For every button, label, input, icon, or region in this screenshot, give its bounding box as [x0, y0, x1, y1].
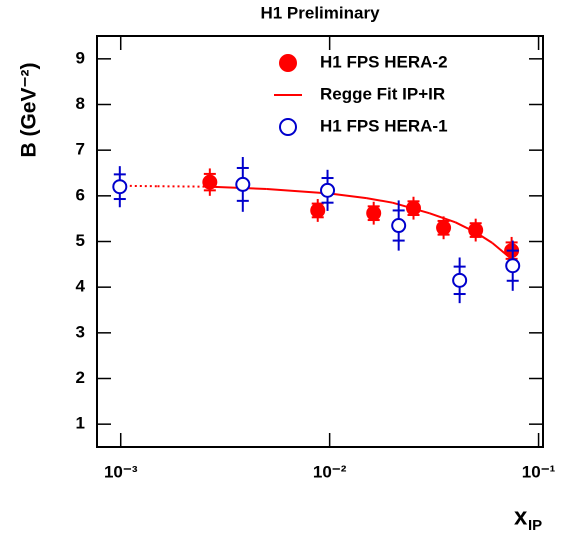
y-tick-label: 2 [76, 368, 85, 387]
y-axis-label: B (GeV⁻²) [18, 62, 41, 157]
data-point [320, 182, 336, 198]
y-tick-label: 3 [76, 322, 85, 341]
data-point [366, 205, 382, 221]
fit-segment [366, 197, 393, 204]
chart-title: H1 Preliminary [260, 3, 380, 22]
fit-segment [475, 231, 493, 244]
legend-swatch [279, 54, 297, 72]
legend-label: H1 FPS HERA-2 [320, 52, 448, 71]
x-tick-label: 10⁻¹ [522, 462, 556, 481]
data-point [391, 218, 407, 234]
data-point [202, 174, 218, 190]
y-tick-label: 9 [76, 48, 85, 67]
fit-segment [491, 242, 514, 261]
y-tick-label: 7 [76, 140, 85, 159]
legend-label: H1 FPS HERA-1 [320, 116, 448, 135]
data-point [235, 176, 251, 192]
fit-segment [266, 187, 330, 195]
y-tick-label: 6 [76, 185, 85, 204]
legend-label: Regge Fit IP+IR [320, 84, 445, 103]
y-tick-label: 8 [76, 94, 85, 113]
legend-swatch [279, 118, 297, 136]
data-point [436, 220, 452, 236]
x-tick-label: 10⁻² [313, 462, 347, 481]
data-point [310, 202, 326, 218]
x-axis-label: x [514, 503, 528, 530]
fit-segment [329, 192, 367, 200]
fit-segment [428, 212, 456, 224]
data-point [112, 179, 128, 195]
data-point [505, 258, 521, 274]
data-point [452, 272, 468, 288]
x-tick-label: 10⁻³ [104, 462, 138, 481]
y-tick-label: 4 [76, 277, 86, 296]
y-tick-label: 5 [76, 231, 85, 250]
y-tick-label: 1 [76, 414, 85, 433]
fit-segment [454, 221, 477, 234]
x-axis-label-sub: IP [528, 517, 542, 534]
